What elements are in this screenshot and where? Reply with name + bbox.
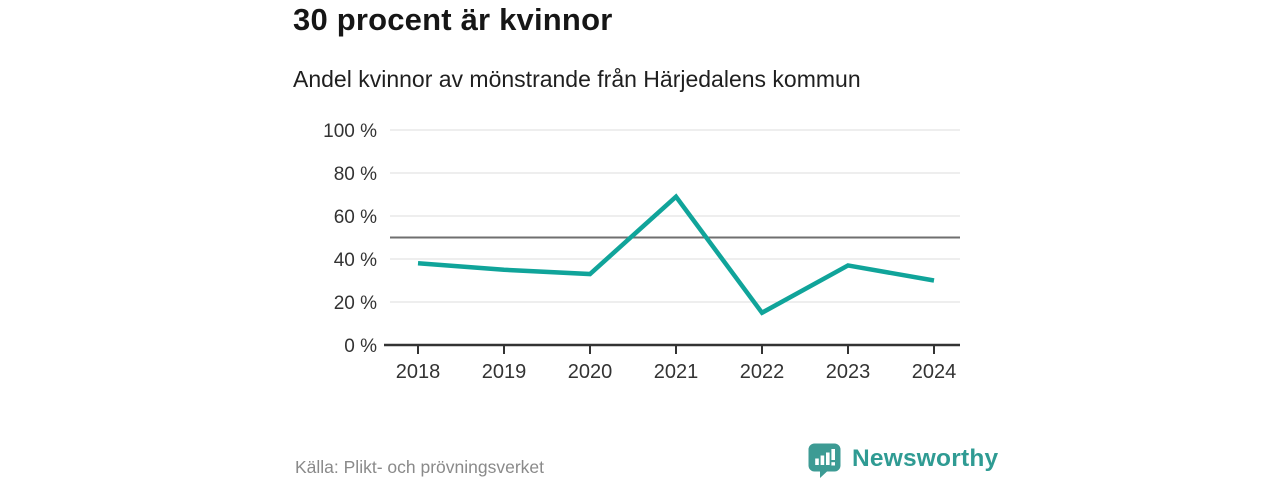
x-tick-label: 2020 <box>568 361 613 383</box>
x-tick-label: 2022 <box>740 361 785 383</box>
x-tick-label: 2019 <box>482 361 527 383</box>
x-axis-ticks <box>417 345 935 354</box>
brand-logo: Newsworthy <box>806 440 998 478</box>
y-gridlines <box>390 129 960 303</box>
x-tick-label: 2021 <box>654 361 699 383</box>
y-axis-labels: 0 % 20 % 40 % 60 % 80 % 100 % <box>323 121 377 357</box>
chart-title: 30 procent är kvinnor <box>293 2 613 37</box>
brand-name: Newsworthy <box>852 445 999 472</box>
x-tick-label: 2018 <box>396 361 441 383</box>
x-tick-label: 2024 <box>912 361 957 383</box>
y-tick-label: 80 % <box>334 164 377 185</box>
x-axis-labels: 2018 2019 2020 2021 2022 2023 2024 <box>396 361 957 383</box>
y-tick-label: 100 % <box>323 121 377 142</box>
chart-subtitle: Andel kvinnor av mönstrande från Härjeda… <box>293 66 861 92</box>
newsworthy-logo-icon <box>808 443 841 478</box>
source-note: Källa: Plikt- och prövningsverket <box>295 457 544 477</box>
y-tick-label: 60 % <box>334 207 377 228</box>
y-tick-label: 0 % <box>344 336 377 357</box>
y-tick-label: 20 % <box>334 293 377 314</box>
data-line-andel-kvinnor <box>417 193 935 316</box>
x-tick-label: 2023 <box>826 361 871 383</box>
y-tick-label: 40 % <box>334 250 377 271</box>
line-chart: 0 % 20 % 40 % 60 % 80 % 100 % 2018 2019 2020 2021… <box>323 121 960 383</box>
